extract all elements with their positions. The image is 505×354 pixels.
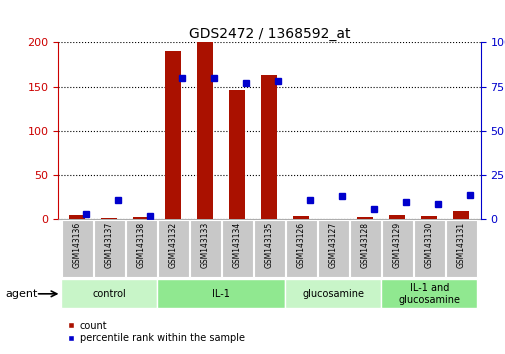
FancyBboxPatch shape — [61, 279, 157, 308]
FancyBboxPatch shape — [285, 279, 381, 308]
FancyBboxPatch shape — [222, 220, 252, 277]
FancyBboxPatch shape — [413, 220, 444, 277]
Bar — [101, 218, 117, 219]
Title: GDS2472 / 1368592_at: GDS2472 / 1368592_at — [188, 28, 349, 41]
FancyBboxPatch shape — [349, 220, 380, 277]
Bar — [452, 211, 469, 219]
FancyBboxPatch shape — [126, 220, 157, 277]
Text: GSM143133: GSM143133 — [200, 222, 210, 268]
FancyBboxPatch shape — [190, 220, 220, 277]
Bar — [165, 51, 181, 219]
Bar — [325, 218, 341, 219]
FancyBboxPatch shape — [157, 279, 285, 308]
Text: GSM143126: GSM143126 — [296, 222, 306, 268]
Text: GSM143135: GSM143135 — [265, 222, 273, 268]
Text: GSM143130: GSM143130 — [424, 222, 433, 268]
Text: GSM143128: GSM143128 — [360, 222, 369, 268]
Text: GSM143136: GSM143136 — [73, 222, 82, 268]
FancyBboxPatch shape — [94, 220, 125, 277]
FancyBboxPatch shape — [158, 220, 188, 277]
Text: GSM143129: GSM143129 — [392, 222, 401, 268]
Text: GSM143137: GSM143137 — [105, 222, 114, 268]
FancyBboxPatch shape — [445, 220, 476, 277]
FancyBboxPatch shape — [254, 220, 284, 277]
Text: GSM143132: GSM143132 — [169, 222, 178, 268]
Text: agent: agent — [5, 289, 37, 299]
Bar — [69, 215, 85, 219]
Bar — [261, 75, 277, 219]
Text: glucosamine: glucosamine — [302, 289, 364, 299]
Bar — [229, 90, 245, 219]
Text: control: control — [92, 289, 126, 299]
FancyBboxPatch shape — [318, 220, 348, 277]
Bar — [133, 217, 149, 219]
FancyBboxPatch shape — [62, 220, 92, 277]
Bar — [197, 42, 213, 219]
FancyBboxPatch shape — [285, 220, 316, 277]
Text: IL-1: IL-1 — [212, 289, 230, 299]
Text: GSM143131: GSM143131 — [456, 222, 465, 268]
Text: GSM143134: GSM143134 — [232, 222, 241, 268]
Bar — [293, 216, 309, 219]
Bar — [421, 216, 437, 219]
Text: GSM143127: GSM143127 — [328, 222, 337, 268]
FancyBboxPatch shape — [381, 220, 412, 277]
Bar — [389, 215, 405, 219]
Text: IL-1 and
glucosamine: IL-1 and glucosamine — [398, 283, 460, 305]
FancyBboxPatch shape — [381, 279, 477, 308]
Legend: count, percentile rank within the sample: count, percentile rank within the sample — [63, 317, 248, 347]
Bar — [357, 217, 373, 219]
Text: GSM143138: GSM143138 — [137, 222, 145, 268]
